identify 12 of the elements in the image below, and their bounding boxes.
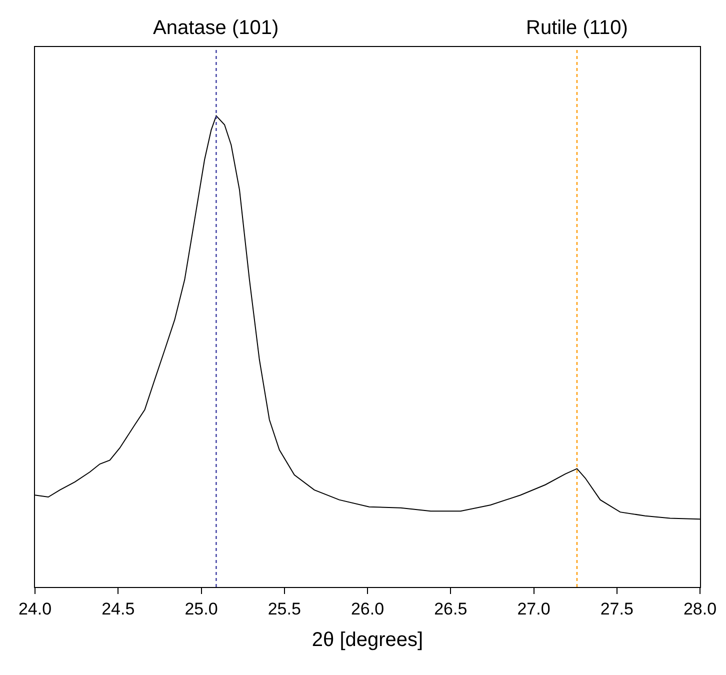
x-tick-label: 28.0 bbox=[683, 600, 717, 618]
x-tick-label: 27.5 bbox=[600, 600, 634, 618]
x-tick-label: 24.0 bbox=[18, 600, 52, 618]
x-tick-label: 24.5 bbox=[102, 600, 135, 618]
ref-line-label: Rutile (110) bbox=[526, 17, 628, 39]
x-tick-label: 27.0 bbox=[517, 600, 550, 618]
x-tick-label: 26.0 bbox=[350, 600, 384, 618]
x-tick-label: 25.5 bbox=[268, 600, 301, 618]
x-axis-title: 2θ [degrees] bbox=[312, 629, 424, 651]
ref-line-label: Anatase (101) bbox=[153, 17, 279, 39]
x-tick-label: 25.0 bbox=[184, 600, 218, 618]
x-tick-label: 26.5 bbox=[434, 600, 468, 618]
